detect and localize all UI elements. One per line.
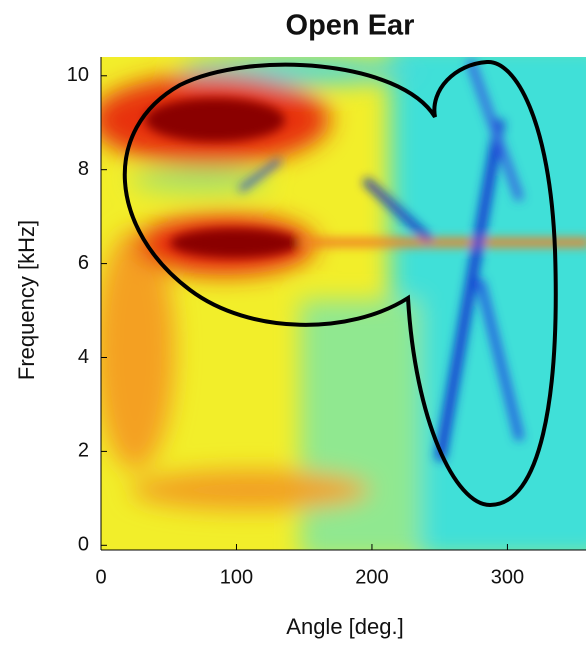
chart-title: Open Ear: [286, 10, 415, 42]
x-tick-label: 300: [491, 566, 524, 588]
heatmap-field: [101, 57, 586, 550]
y-tick-label: 8: [78, 158, 89, 180]
x-tick-label: 100: [220, 566, 253, 588]
x-tick-label: 200: [355, 566, 388, 588]
y-tick-label: 6: [78, 252, 89, 274]
y-tick-label: 2: [78, 440, 89, 462]
y-axis-label: Frequency [kHz]: [14, 220, 39, 380]
annotation-outline: [122, 59, 558, 508]
y-tick-label: 0: [78, 534, 89, 556]
x-axis-label: Angle [deg.]: [286, 614, 403, 639]
x-tick-label: 0: [95, 566, 106, 588]
y-tick-label: 10: [67, 64, 89, 86]
y-tick-label: 4: [78, 346, 89, 368]
